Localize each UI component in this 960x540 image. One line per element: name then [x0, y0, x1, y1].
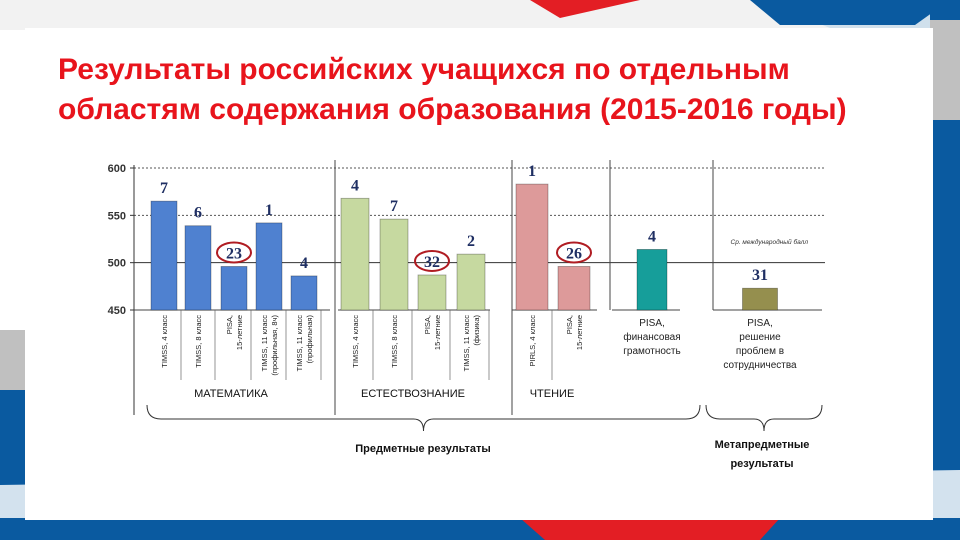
category-label: PISA,	[423, 315, 432, 334]
bar	[515, 183, 549, 311]
group-label: ЧТЕНИЕ	[530, 388, 575, 400]
y-tick-label: 500	[108, 258, 126, 270]
rank-circle	[216, 241, 252, 264]
subject-results-brace	[146, 404, 701, 432]
y-tick-label: 450	[108, 305, 126, 317]
rank-label: 6	[194, 205, 202, 222]
category-label: TIMSS, 11 класс	[462, 315, 471, 372]
bar	[417, 274, 447, 311]
category-label: PIRLS, 4 класс	[528, 315, 537, 367]
rank-label: 4	[300, 255, 308, 272]
bar	[379, 218, 409, 311]
rank-label: 1	[265, 202, 273, 219]
chart-area	[97, 140, 843, 485]
rank-label: 23	[226, 245, 242, 262]
category-label: TIMSS, 8 класс	[390, 315, 399, 368]
bar	[220, 266, 248, 311]
category-label: PISA,	[225, 315, 234, 334]
y-tick-label: 550	[108, 210, 126, 222]
rank-circle	[556, 241, 592, 264]
category-label: TIMSS, 8 класс	[194, 315, 203, 368]
bar	[557, 266, 591, 311]
rank-label: 4	[351, 177, 359, 194]
group-label: ЕСТЕСТВОЗНАНИЕ	[361, 388, 465, 400]
rank-label: 31	[752, 267, 768, 284]
category-label: TIMSS, 4 класс	[160, 315, 169, 368]
rank-label: 1	[528, 163, 536, 180]
rank-label: 7	[160, 180, 168, 197]
title-line-2: областям содержания образования (2015-20…	[58, 93, 847, 126]
category-label: грамотность	[623, 346, 680, 357]
category-label: (физика)	[472, 315, 481, 346]
category-label: PISA,	[747, 318, 773, 329]
title-line-1: Результаты российских учащихся по отдель…	[58, 53, 790, 86]
bar	[150, 200, 178, 311]
category-label: 15-летние	[575, 315, 584, 350]
y-tick-label: 600	[108, 163, 126, 175]
category-label: 15-летние	[235, 315, 244, 350]
category-label: проблем в	[736, 345, 784, 357]
rank-label: 2	[467, 233, 475, 250]
subject-results-label: Предметные результаты	[355, 443, 491, 455]
category-label: TIMSS, 11 класс	[260, 315, 269, 372]
category-label: PISA,	[639, 318, 665, 329]
group-label: МАТЕМАТИКА	[194, 388, 268, 400]
bar	[456, 253, 486, 311]
category-label: TIMSS, 11 класс	[295, 315, 304, 372]
category-label: (профильная, 8ч)	[270, 315, 279, 376]
meta-results-label: Метапредметные	[715, 439, 810, 451]
category-label: (профильная)	[305, 315, 314, 364]
category-label: 15-летние	[433, 315, 442, 350]
bar	[290, 275, 318, 311]
bar	[184, 225, 212, 311]
reference-label: Ср. международный балл	[731, 238, 809, 246]
bar	[255, 222, 283, 311]
category-label: решение	[739, 332, 781, 343]
rank-label: 32	[424, 254, 440, 271]
category-label: финансовая	[623, 331, 680, 343]
blue-decor-top	[750, 0, 950, 25]
bar	[340, 197, 370, 311]
red-decor-bottom	[520, 518, 780, 540]
bar	[742, 287, 778, 311]
meta-results-brace	[705, 404, 823, 432]
category-label: PISA,	[565, 315, 574, 334]
category-label: TIMSS, 4 класс	[351, 315, 360, 368]
rank-circle	[414, 249, 450, 272]
meta-results-label: результаты	[730, 458, 793, 470]
red-decor-top	[530, 0, 640, 18]
category-label: сотрудничества	[723, 360, 797, 371]
bar	[636, 249, 668, 311]
rank-label: 7	[390, 198, 398, 215]
rank-label: 26	[566, 245, 582, 262]
slide-title: Результаты российских учащихся по отдель…	[58, 50, 938, 130]
rank-label: 4	[648, 228, 656, 245]
